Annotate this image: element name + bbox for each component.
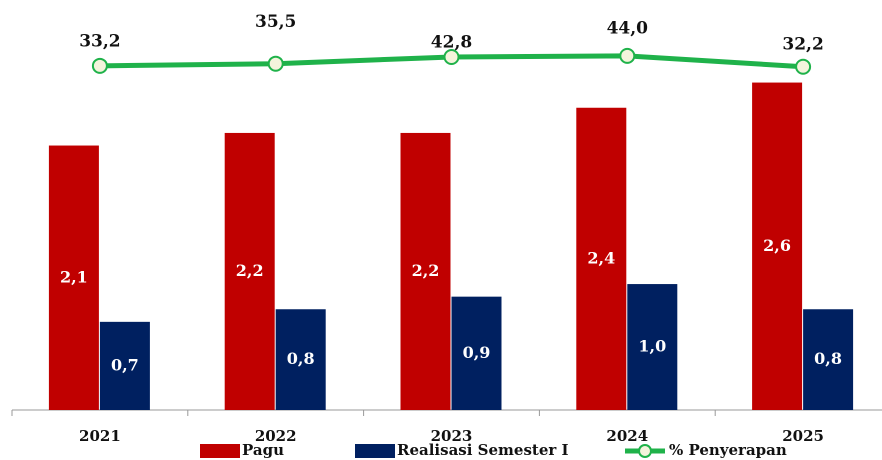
data-label: 0,8 <box>287 349 315 368</box>
line-point <box>443 48 460 65</box>
data-label: 0,8 <box>814 349 842 368</box>
data-label: 2,1 <box>60 267 88 286</box>
bar <box>48 145 99 410</box>
data-label: 1,0 <box>638 337 666 356</box>
bar <box>224 132 275 410</box>
data-label: 2,2 <box>412 261 440 280</box>
legend-swatch <box>638 444 652 458</box>
x-tick-label: 2023 <box>431 427 473 445</box>
data-label: 2,2 <box>236 261 264 280</box>
data-label: 32,2 <box>782 34 823 54</box>
x-tick-label: 2021 <box>79 427 121 445</box>
x-tick-label: 2022 <box>255 427 297 445</box>
legend-label: Realisasi Semester I <box>397 441 569 459</box>
data-label: 44,0 <box>607 18 649 38</box>
bar <box>275 309 326 410</box>
bar <box>627 284 678 410</box>
legend-swatch <box>355 444 395 458</box>
x-tick-label: 2024 <box>606 427 648 445</box>
bar <box>99 321 150 410</box>
line-point <box>795 58 812 75</box>
data-label: 35,5 <box>255 12 296 32</box>
bar <box>803 309 854 410</box>
legend-label: % Penyerapan <box>669 441 787 459</box>
data-label: 0,7 <box>111 355 139 374</box>
legend-swatch <box>200 444 240 458</box>
legend-label: Pagu <box>242 441 284 459</box>
data-label: 33,2 <box>79 31 120 51</box>
bar <box>400 132 451 410</box>
data-label: 2,4 <box>587 248 615 267</box>
data-label: 2,6 <box>763 236 791 255</box>
bar <box>576 107 627 410</box>
line-point <box>619 47 636 64</box>
bar <box>451 296 502 410</box>
data-label: 42,8 <box>431 32 472 52</box>
line-point <box>267 55 284 72</box>
line-point <box>91 57 108 74</box>
x-tick-label: 2025 <box>782 427 824 445</box>
data-label: 0,9 <box>463 343 491 362</box>
bar <box>752 82 803 410</box>
